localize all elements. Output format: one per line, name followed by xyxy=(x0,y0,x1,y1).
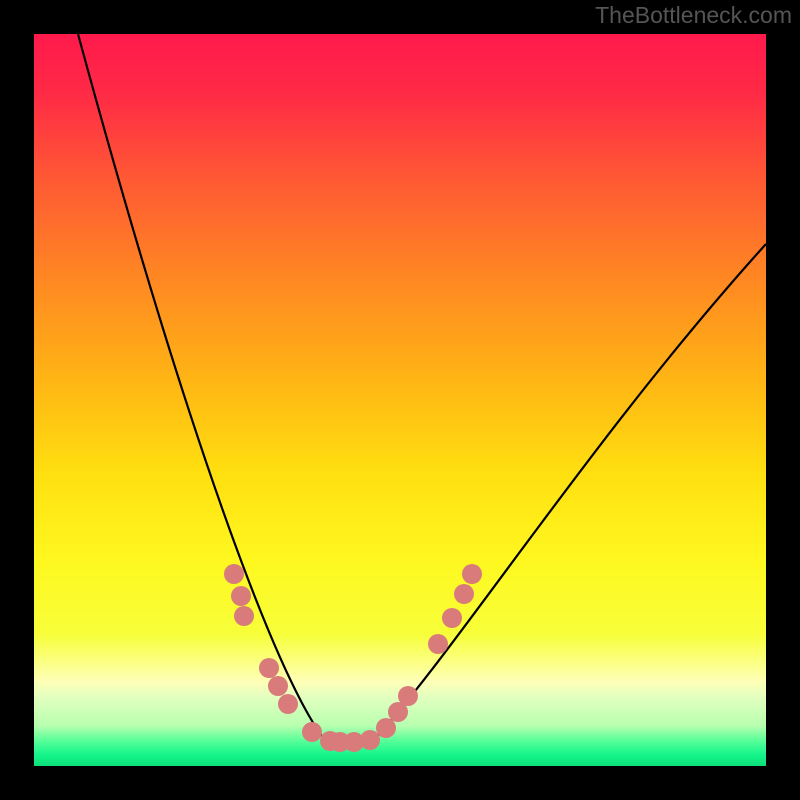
data-marker xyxy=(398,686,418,706)
chart-stage: TheBottleneck.com xyxy=(0,0,800,800)
data-marker xyxy=(462,564,482,584)
plot-area xyxy=(34,34,766,766)
data-marker xyxy=(234,606,254,626)
data-marker xyxy=(442,608,462,628)
data-marker xyxy=(224,564,244,584)
data-marker xyxy=(302,722,322,742)
data-marker xyxy=(360,730,380,750)
data-marker xyxy=(278,694,298,714)
curve-overlay xyxy=(34,34,766,766)
data-marker xyxy=(268,676,288,696)
data-marker xyxy=(454,584,474,604)
data-marker xyxy=(259,658,279,678)
data-marker xyxy=(428,634,448,654)
bottleneck-curve xyxy=(78,34,766,742)
data-marker xyxy=(231,586,251,606)
watermark-text: TheBottleneck.com xyxy=(595,2,792,29)
data-marker xyxy=(376,718,396,738)
